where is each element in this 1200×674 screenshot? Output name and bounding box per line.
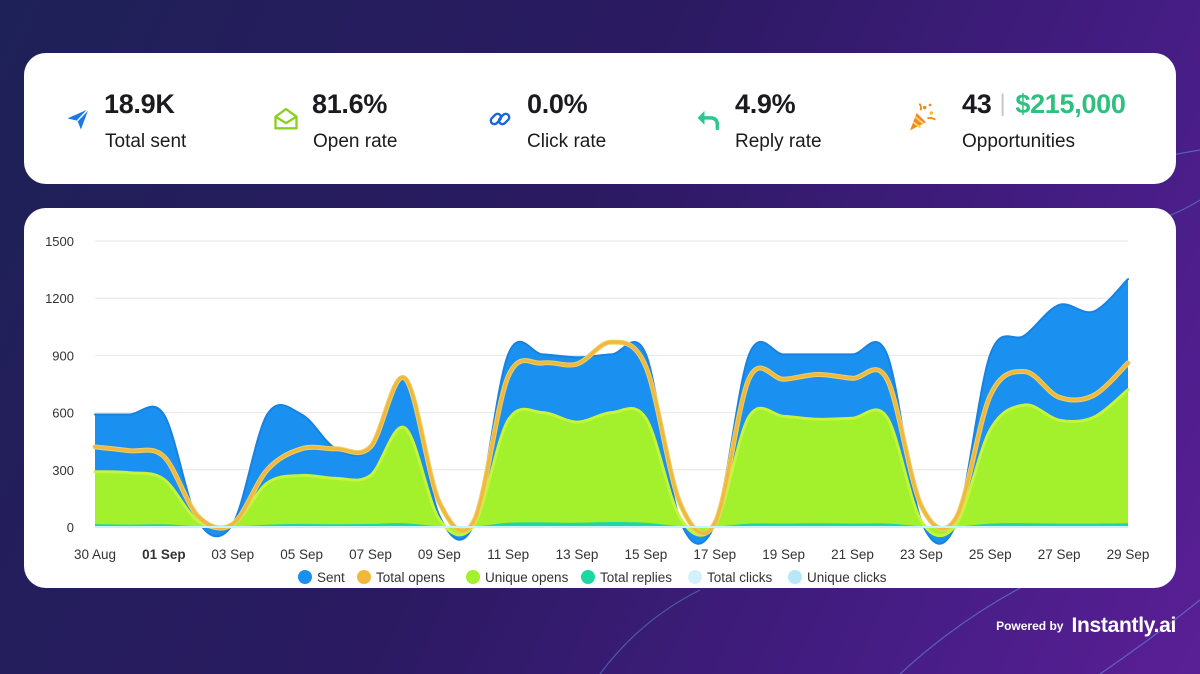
x-tick-label: 09 Sep xyxy=(418,547,461,562)
legend-marker-total-replies xyxy=(581,570,595,584)
legend-label-unique-clicks: Unique clicks xyxy=(807,570,887,585)
stat-label: Total sent xyxy=(105,131,187,152)
x-tick-label: 21 Sep xyxy=(831,547,874,562)
series-line-unique-opens xyxy=(93,388,1130,538)
stats-card: 18.9K Total sent 81.6% Open rate 0.0% Cl… xyxy=(24,53,1176,184)
reply-arrow-icon xyxy=(697,110,720,131)
legend-label-sent: Sent xyxy=(317,570,345,585)
x-tick-label: 19 Sep xyxy=(762,547,805,562)
x-tick-label: 27 Sep xyxy=(1038,547,1081,562)
x-tick-label: 13 Sep xyxy=(556,547,599,562)
x-tick-label: 01 Sep xyxy=(142,547,186,562)
stat-value: 81.6% xyxy=(312,89,388,119)
x-tick-label: 07 Sep xyxy=(349,547,392,562)
stat-label: Opportunities xyxy=(962,131,1076,152)
stat-value: 4.9% xyxy=(735,89,796,119)
legend-label-total-opens: Total opens xyxy=(376,570,445,585)
x-tick-label: 30 Aug xyxy=(74,547,116,562)
x-tick-label: 11 Sep xyxy=(487,547,529,562)
party-popper-icon xyxy=(910,103,936,131)
link-icon xyxy=(489,112,511,126)
y-tick-label: 1200 xyxy=(45,291,74,306)
powered-by: Powered by Instantly.ai xyxy=(996,614,1176,638)
email-activity-chart: 0 300 600 900 1200 1500 30 Aug 01 Sep 03 Sep 05 S… xyxy=(45,234,1150,585)
x-tick-label: 29 Sep xyxy=(1107,547,1150,562)
legend-marker-unique-clicks xyxy=(788,570,802,584)
chart-card: 0 300 600 900 1200 1500 30 Aug 01 Sep 03 Sep 05 S… xyxy=(24,208,1176,588)
x-tick-label: 23 Sep xyxy=(900,547,943,562)
x-tick-label: 15 Sep xyxy=(625,547,668,562)
series-area-unique-opens xyxy=(95,389,1128,536)
legend-marker-total-clicks xyxy=(688,570,702,584)
legend-marker-sent xyxy=(298,570,312,584)
stat-label: Reply rate xyxy=(735,131,822,152)
legend-label-unique-opens: Unique opens xyxy=(485,570,569,585)
x-tick-label: 17 Sep xyxy=(693,547,736,562)
x-tick-label: 25 Sep xyxy=(969,547,1012,562)
paper-plane-icon xyxy=(67,108,90,130)
open-envelope-icon xyxy=(274,107,298,130)
brand-logo: Instantly.ai xyxy=(1071,614,1176,637)
x-tick-label: 03 Sep xyxy=(211,547,254,562)
series-line-total-opens xyxy=(93,340,1130,535)
stat-label: Open rate xyxy=(313,131,398,152)
stat-label: Click rate xyxy=(527,131,607,152)
stat-value: 0.0% xyxy=(527,89,588,119)
stat-value: 43 | $215,000 xyxy=(962,89,1126,119)
opportunities-amount: $215,000 xyxy=(1015,89,1126,119)
legend-marker-total-opens xyxy=(357,570,371,584)
stat-value: 18.9K xyxy=(104,89,175,119)
legend-label-total-replies: Total replies xyxy=(600,570,672,585)
legend-marker-unique-opens xyxy=(466,570,480,584)
series-area-total-replies xyxy=(95,522,1128,527)
y-tick-label: 1500 xyxy=(45,234,74,249)
x-tick-label: 05 Sep xyxy=(280,547,323,562)
y-tick-label: 0 xyxy=(67,520,74,535)
powered-by-label: Powered by xyxy=(996,619,1064,633)
y-tick-label: 600 xyxy=(52,406,74,421)
opportunities-count: 43 xyxy=(962,89,992,119)
y-tick-label: 900 xyxy=(52,348,74,363)
legend-label-total-clicks: Total clicks xyxy=(707,570,773,585)
y-tick-label: 300 xyxy=(52,463,74,478)
